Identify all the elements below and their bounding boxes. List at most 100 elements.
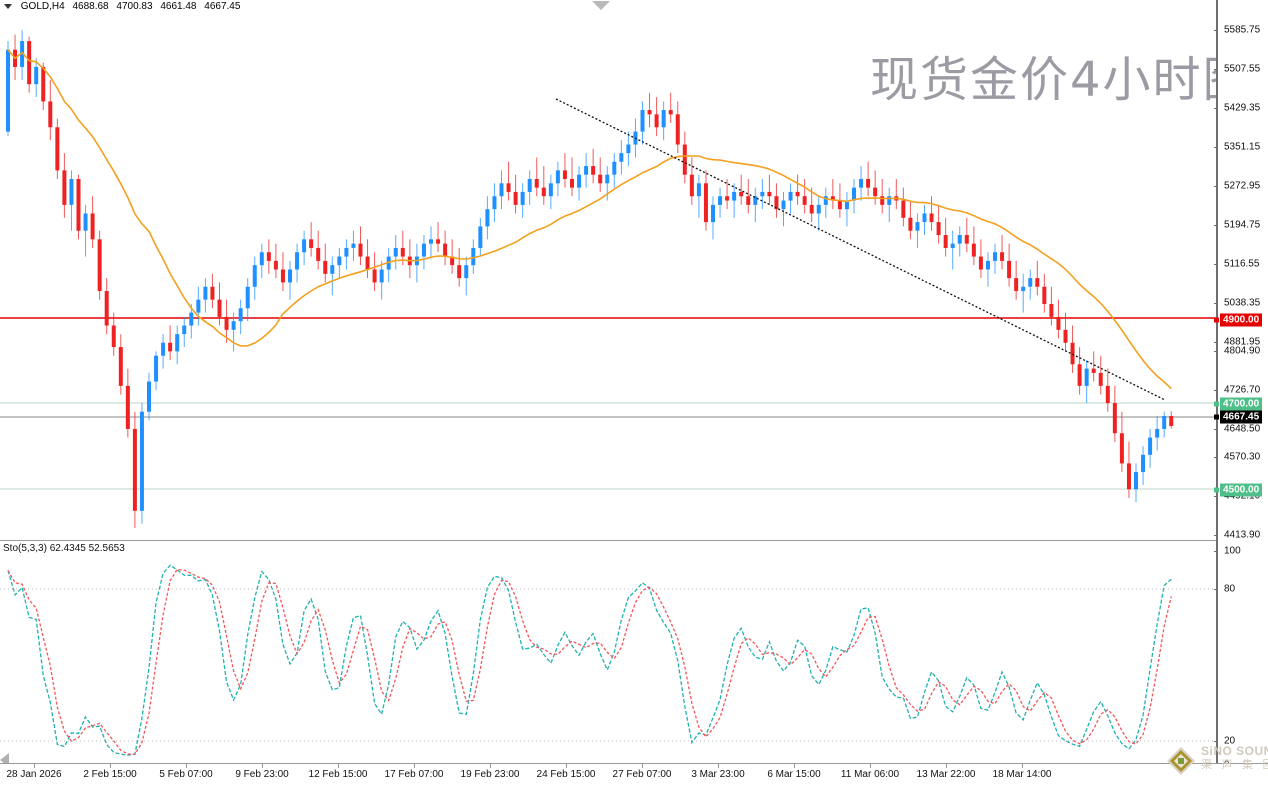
diamond-logo-icon bbox=[1167, 747, 1195, 775]
candle-body bbox=[506, 183, 511, 192]
candle-body bbox=[90, 213, 95, 240]
time-axis-label: 9 Feb 23:00 bbox=[235, 769, 289, 780]
time-axis-label: 24 Feb 15:00 bbox=[536, 769, 596, 780]
candle-body bbox=[429, 239, 433, 244]
time-axis-tick bbox=[490, 764, 491, 768]
candle-body bbox=[302, 239, 307, 253]
candle-body bbox=[379, 269, 384, 283]
triangle-down-icon[interactable] bbox=[4, 4, 12, 9]
candle-body bbox=[266, 252, 271, 261]
price-axis-label: 5272.95 bbox=[1224, 180, 1261, 192]
time-axis-tick bbox=[338, 764, 339, 768]
price-axis-label: 5585.75 bbox=[1224, 24, 1261, 36]
candle-body bbox=[1098, 372, 1103, 386]
candle-body bbox=[443, 243, 448, 257]
time-axis-label: 13 Mar 22:00 bbox=[916, 769, 976, 780]
candle-body bbox=[823, 196, 828, 205]
candle-body bbox=[471, 247, 476, 266]
price-axis-label: 4726.70 bbox=[1224, 384, 1261, 396]
ohlc-close: 4667.45 bbox=[204, 1, 241, 12]
scroll-left-arrow-icon[interactable] bbox=[0, 753, 9, 767]
time-axis-label: 12 Feb 15:00 bbox=[308, 769, 368, 780]
price-axis-label: 5038.35 bbox=[1224, 297, 1261, 309]
price-axis[interactable]: 5585.75 5507.55 5429.35 5351.15 5272.95 5194.… bbox=[1214, 0, 1268, 771]
candle-body bbox=[400, 247, 405, 257]
candle-body bbox=[788, 191, 793, 201]
ohlc-low: 4661.48 bbox=[160, 1, 197, 12]
candle-body bbox=[647, 110, 652, 115]
candle-body bbox=[964, 235, 969, 244]
price-tag-marker bbox=[1214, 317, 1219, 323]
candle-body bbox=[901, 200, 906, 218]
candle-body bbox=[457, 265, 462, 279]
candle-body bbox=[1063, 329, 1068, 343]
candle-body bbox=[147, 381, 151, 412]
pane-divider bbox=[0, 540, 1216, 541]
candle-body bbox=[985, 260, 990, 270]
stochastic-pane[interactable] bbox=[0, 541, 1216, 763]
candle-body bbox=[323, 260, 328, 274]
candle-body bbox=[866, 178, 871, 188]
price-axis-tick bbox=[1214, 496, 1218, 497]
stochastic-svg bbox=[0, 564, 1216, 756]
candle-body bbox=[224, 316, 229, 330]
candle-body bbox=[612, 161, 617, 175]
candle-body bbox=[746, 196, 751, 205]
price-axis-tick bbox=[1214, 303, 1218, 304]
candle-body bbox=[1148, 437, 1153, 455]
price-axis-label: 4648.50 bbox=[1224, 423, 1261, 435]
indicator-label: Sto(5,3,3) 62.4345 52.5653 bbox=[3, 543, 125, 554]
candle-body bbox=[844, 200, 849, 210]
candle-body bbox=[238, 308, 243, 322]
candle-body bbox=[1028, 278, 1033, 287]
price-axis-label: 4570.30 bbox=[1224, 451, 1261, 463]
time-axis-label: 28 Jan 2026 bbox=[6, 769, 62, 780]
candle-body bbox=[908, 217, 913, 231]
candle-body bbox=[718, 196, 723, 205]
price-axis-tick bbox=[1214, 147, 1218, 148]
candle-body bbox=[1169, 416, 1174, 426]
sto-axis-tick bbox=[1214, 551, 1218, 552]
scroll-up-arrow-icon[interactable] bbox=[592, 1, 610, 10]
candle-body bbox=[584, 166, 589, 175]
candle-body bbox=[132, 428, 137, 511]
price-tag-marker bbox=[1214, 401, 1219, 407]
candle-body bbox=[485, 209, 490, 227]
candle-body bbox=[689, 174, 694, 197]
time-axis-tick bbox=[110, 764, 111, 768]
price-tag: 4667.45 bbox=[1220, 410, 1263, 424]
time-axis-tick bbox=[566, 764, 567, 768]
price-chart-svg bbox=[0, 30, 1216, 529]
candle-body bbox=[69, 178, 74, 205]
price-axis-label: 5507.55 bbox=[1224, 63, 1261, 75]
candle-body bbox=[1126, 463, 1131, 490]
candle-body bbox=[464, 265, 469, 279]
candle-body bbox=[316, 247, 321, 261]
candle-body bbox=[661, 110, 666, 128]
candle-body bbox=[499, 183, 504, 197]
candle-body bbox=[598, 174, 603, 184]
price-tag: 4700.00 bbox=[1220, 397, 1263, 411]
candle-body bbox=[1056, 316, 1061, 330]
candle-body bbox=[936, 222, 941, 236]
candle-body bbox=[725, 196, 730, 201]
time-axis-tick bbox=[794, 764, 795, 768]
time-axis-label: 18 Mar 14:00 bbox=[992, 769, 1052, 780]
price-axis-label: 5429.35 bbox=[1224, 102, 1261, 114]
candle-body bbox=[527, 178, 532, 192]
candle-body bbox=[1134, 472, 1138, 490]
candle-body bbox=[337, 256, 342, 266]
candle-body bbox=[1119, 433, 1124, 464]
time-axis-tick bbox=[34, 764, 35, 768]
symbol-header: GOLD,H4 4688.68 4700.83 4661.48 4667.45 bbox=[0, 0, 245, 13]
candle-body bbox=[34, 66, 39, 85]
time-axis[interactable]: 28 Jan 2026 2 Feb 15:00 5 Feb 07:00 9 Feb 2… bbox=[0, 763, 1268, 786]
candle-body bbox=[781, 200, 786, 210]
sto-axis-label: 80 bbox=[1224, 583, 1236, 595]
candle-body bbox=[605, 174, 610, 184]
price-chart-pane[interactable] bbox=[0, 13, 1216, 537]
stochastic-k-line bbox=[7, 564, 1172, 756]
candle-body bbox=[62, 170, 67, 205]
time-axis-label: 17 Feb 07:00 bbox=[384, 769, 444, 780]
candle-body bbox=[626, 144, 631, 154]
